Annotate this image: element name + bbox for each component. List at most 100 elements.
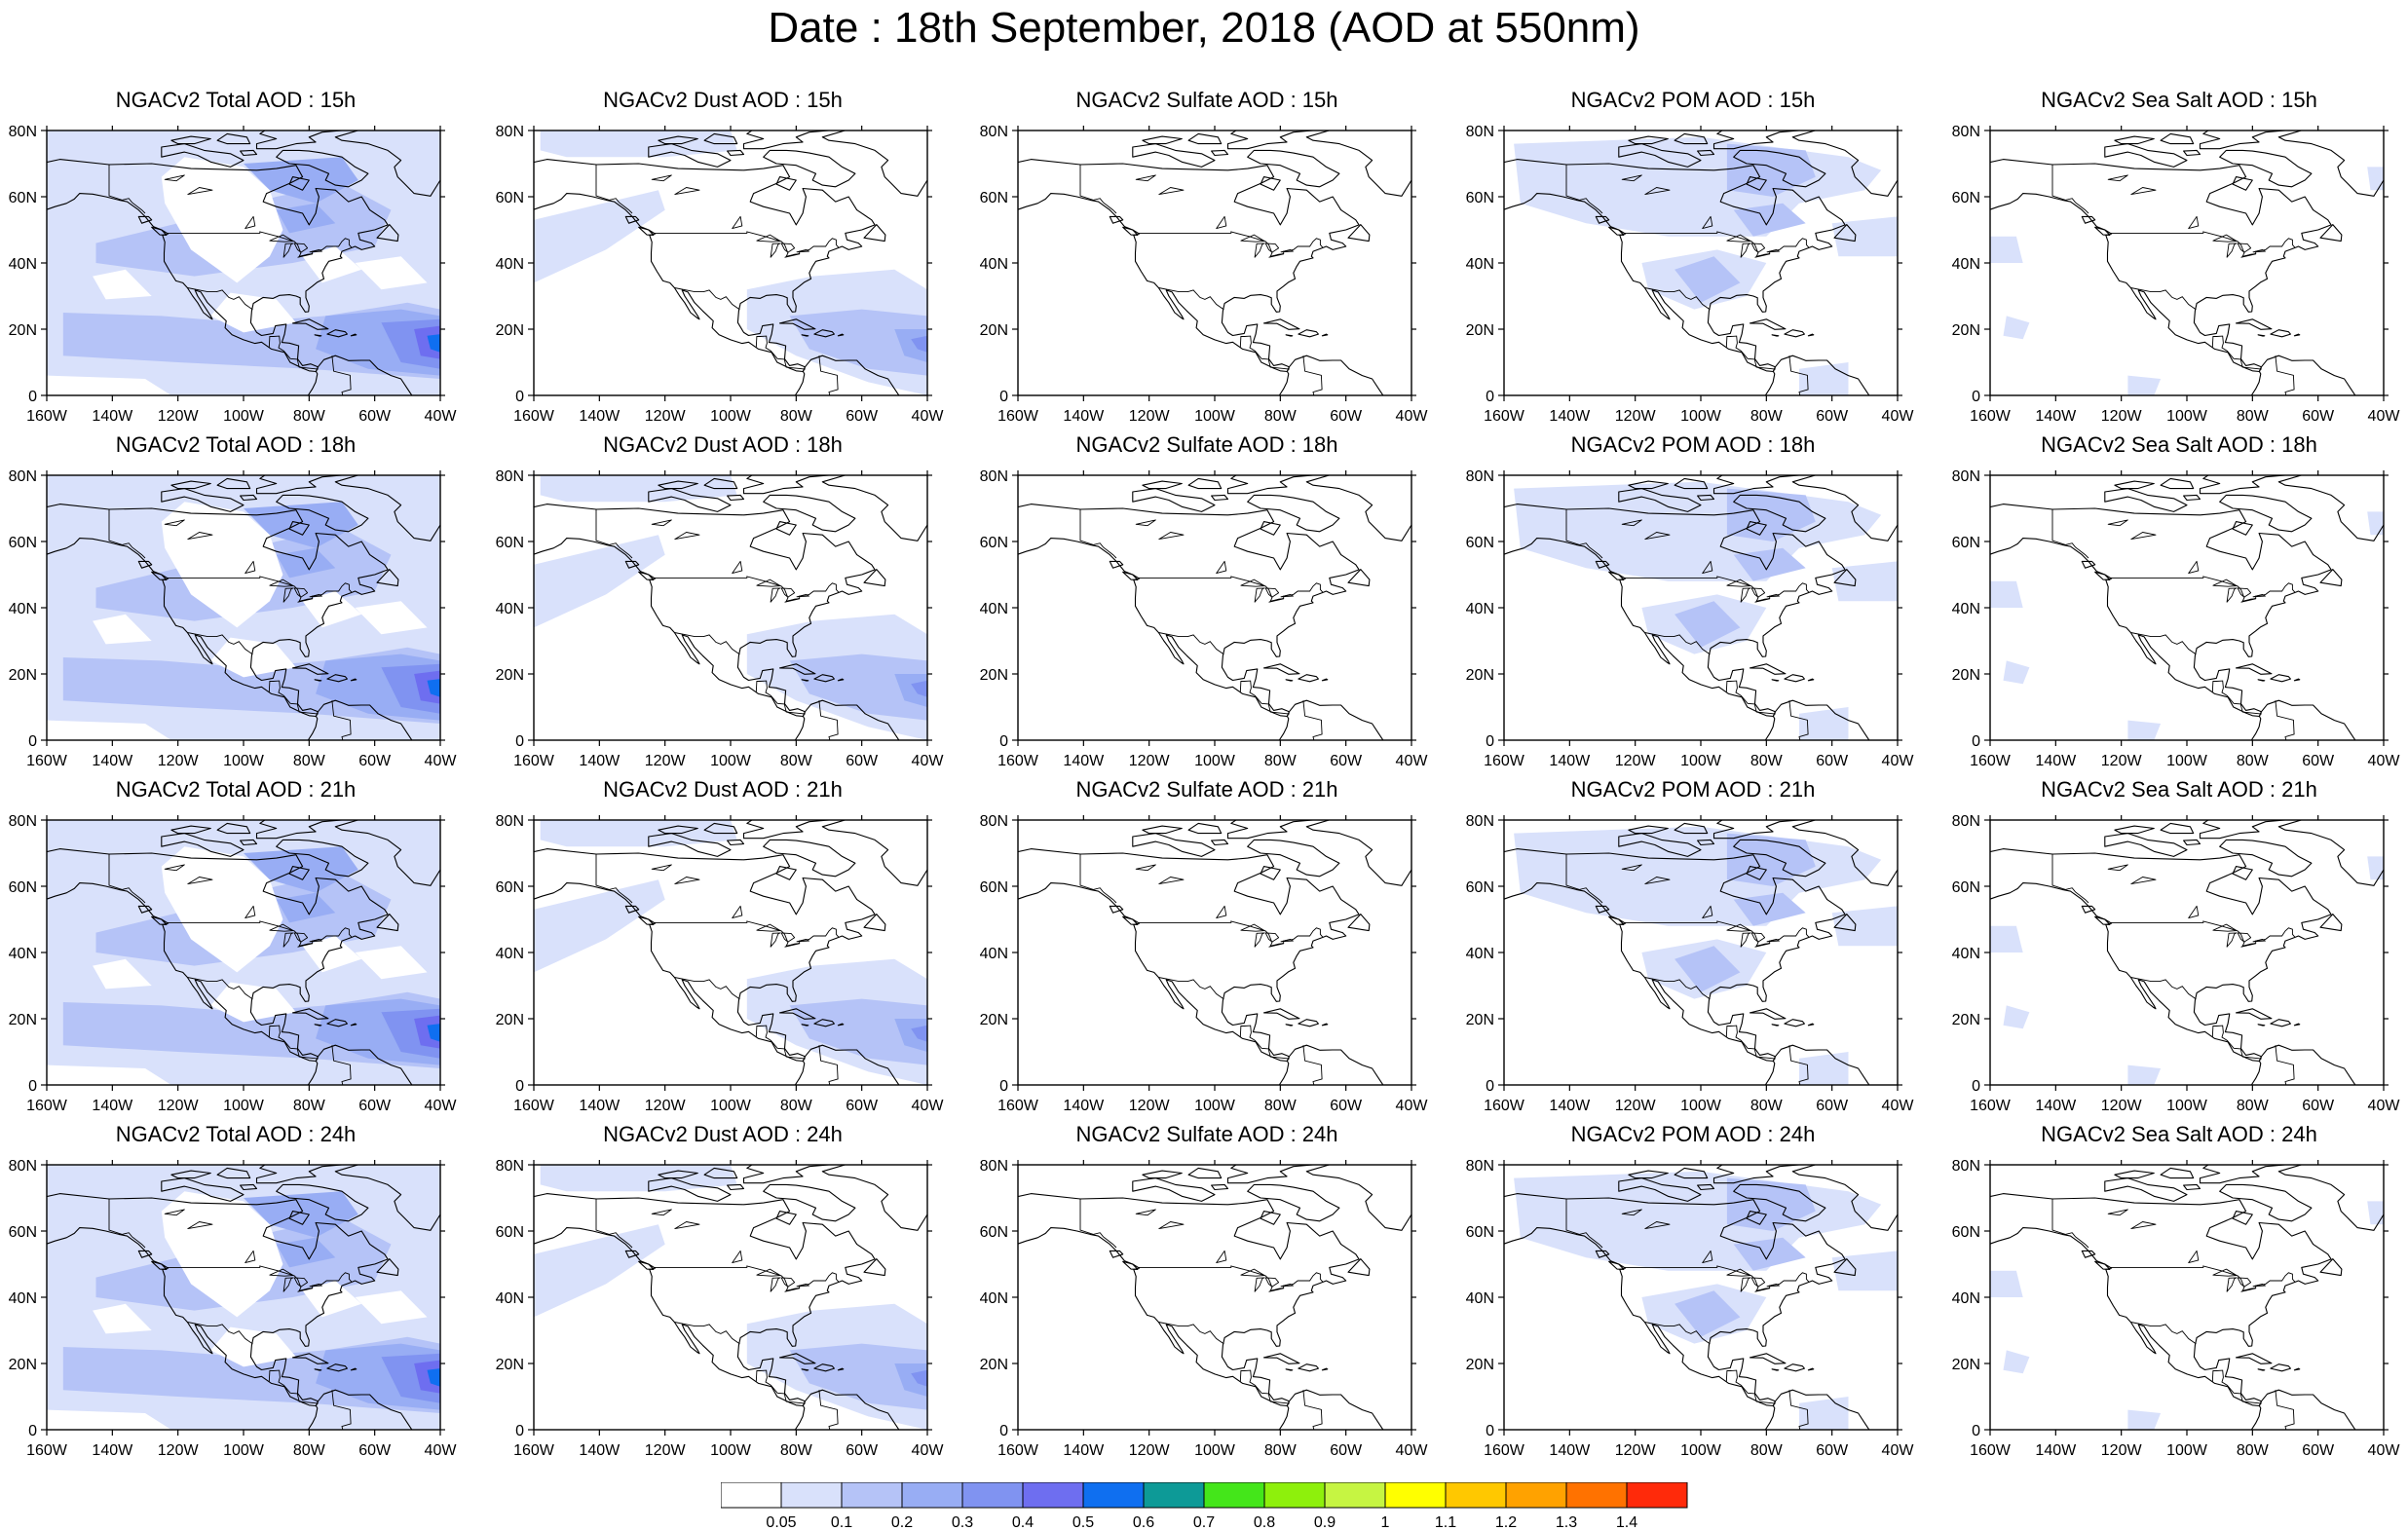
island-coastline <box>137 215 153 224</box>
lon-tick-label: 160W <box>997 753 1039 769</box>
lon-tick-label: 160W <box>1970 753 2012 769</box>
aod-shading-0.5 <box>427 679 440 697</box>
lon-tick-label: 100W <box>2166 1098 2208 1114</box>
lon-tick-label: 120W <box>2101 753 2143 769</box>
lat-tick-label: 60N <box>496 1224 524 1241</box>
island-coastline <box>638 226 655 236</box>
island-coastline <box>1132 488 1216 512</box>
island-coastline <box>2219 494 2313 533</box>
lon-tick-label: 140W <box>1549 408 1591 425</box>
lake-outline <box>1621 864 1642 872</box>
north-america-coastline <box>534 1193 876 1407</box>
lon-tick-label: 100W <box>1194 1442 1236 1459</box>
island-coastline <box>1260 521 1281 536</box>
country-border <box>1239 680 1290 715</box>
island-coastline <box>1211 839 1229 846</box>
island-coastline <box>1142 825 1183 835</box>
greenland-coastline <box>1791 820 1898 886</box>
island-coastline <box>255 1165 345 1184</box>
country-border <box>654 231 840 257</box>
country-border <box>1138 1265 1324 1291</box>
country-border <box>755 1369 806 1404</box>
lake-outline <box>2107 174 2128 182</box>
lake-outline <box>2188 905 2200 919</box>
colorbar-box <box>1445 1482 1507 1509</box>
lake-outline <box>1158 877 1185 885</box>
greenland-coastline <box>2277 475 2384 541</box>
island-coastline <box>1712 1165 1802 1184</box>
lat-tick-label: 80N <box>1466 124 1494 140</box>
map-plot: 160W 140W 120W 100W 80W 60W 40W 80N 60N 40N 20N 0 <box>1952 1158 2401 1459</box>
island-coastline <box>703 822 738 835</box>
lon-tick-label: 120W <box>158 1442 200 1459</box>
lat-tick-label: 80N <box>980 1158 1008 1175</box>
lat-tick-label: 80N <box>9 813 37 830</box>
lat-tick-label: 0 <box>28 1078 37 1095</box>
island-coastline <box>350 678 357 682</box>
lake-outline <box>1254 932 1265 948</box>
lat-tick-label: 40N <box>496 1290 524 1307</box>
island-coastline <box>276 1183 369 1222</box>
lat-tick-label: 20N <box>1466 1357 1494 1373</box>
island-coastline <box>326 1363 348 1372</box>
country-border <box>268 1025 319 1060</box>
lat-tick-label: 40N <box>9 1290 37 1307</box>
south-america-coastline <box>1278 1044 1384 1085</box>
lon-tick-label: 140W <box>1549 1442 1591 1459</box>
island-coastline <box>314 1024 322 1027</box>
lon-tick-label: 60W <box>2302 753 2335 769</box>
country-border <box>187 632 253 655</box>
colorbar-box <box>1263 1482 1326 1509</box>
island-coastline <box>1771 334 1780 337</box>
country-border <box>1624 920 1810 947</box>
lon-tick-label: 100W <box>710 408 752 425</box>
north-america-coastline <box>1018 848 1360 1063</box>
lake-outline <box>187 187 213 196</box>
island-coastline <box>2160 477 2195 490</box>
country-border <box>331 1045 352 1085</box>
lon-tick-label: 160W <box>513 408 555 425</box>
island-coastline <box>1142 480 1183 490</box>
south-america-coastline <box>307 1389 413 1430</box>
lon-tick-label: 160W <box>26 1442 68 1459</box>
aod-shading-0.05 <box>1799 362 1849 395</box>
island-coastline <box>2270 329 2291 338</box>
lake-outline <box>187 877 213 885</box>
panel-title: NGACv2 POM AOD : 15h <box>1570 88 1816 112</box>
island-coastline <box>255 475 345 495</box>
country-border <box>1788 1045 1809 1085</box>
colorbar-box <box>1022 1482 1084 1509</box>
lat-tick-label: 20N <box>980 322 1008 339</box>
country-border <box>2051 165 2089 214</box>
country-border <box>1725 335 1776 370</box>
country-border <box>2130 977 2197 1000</box>
lon-tick-label: 140W <box>2035 1442 2077 1459</box>
country-border <box>268 335 319 370</box>
island-coastline <box>742 131 832 150</box>
country-border <box>654 1265 840 1291</box>
map-panel-dust-24h: NGACv2 Dust AOD : 24h 160W 140W 120W 100W 80W… <box>487 1122 970 1467</box>
lon-tick-label: 40W <box>912 1442 945 1459</box>
country-border <box>1158 632 1224 655</box>
island-coastline <box>1187 132 1223 145</box>
country-border <box>654 920 840 947</box>
aod-shading-0.05 <box>93 958 152 990</box>
island-coastline <box>1833 914 1857 932</box>
lake-outline <box>164 864 185 872</box>
panel-title: NGACv2 Dust AOD : 24h <box>603 1122 843 1146</box>
country-border <box>1079 509 1117 559</box>
aod-shading-0.05 <box>2367 856 2384 880</box>
colorbar-label: 0.4 <box>1012 1514 1034 1531</box>
island-coastline <box>2235 1353 2273 1364</box>
island-coastline <box>1109 215 1124 224</box>
aod-shading-0.05 <box>210 1326 296 1367</box>
map-panel-pom-18h: NGACv2 POM AOD : 18h 160W 140W 120W 100W 80W 6… <box>1457 432 1940 777</box>
greenland-coastline <box>334 475 440 541</box>
island-coastline <box>1833 224 1857 243</box>
island-coastline <box>2094 226 2111 236</box>
north-america-coastline <box>534 848 876 1063</box>
lon-tick-label: 160W <box>26 753 68 769</box>
lon-tick-label: 40W <box>1396 753 1429 769</box>
island-coastline <box>1608 226 1625 236</box>
country-border <box>818 355 839 395</box>
